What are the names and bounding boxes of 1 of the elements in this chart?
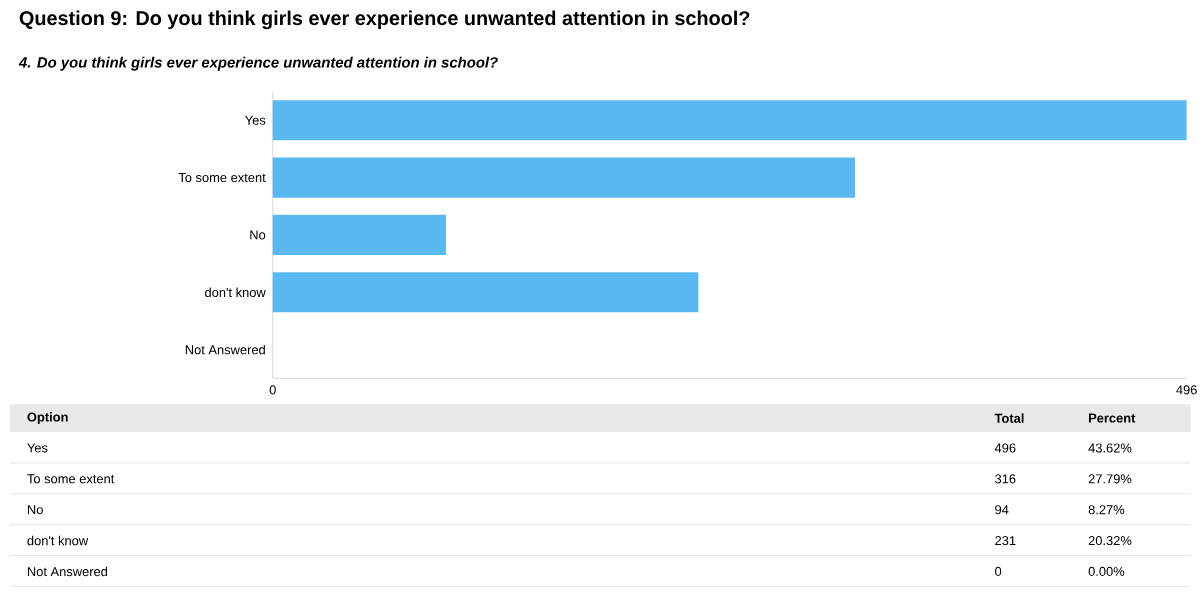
chart-title: Question 9: Do you think girls ever experience unwanted attention in school? bbox=[19, 10, 750, 30]
